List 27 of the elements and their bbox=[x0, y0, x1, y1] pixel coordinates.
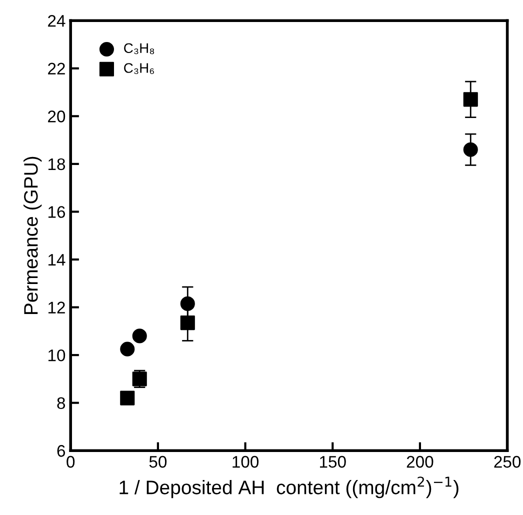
legend-label: C₃H₈ bbox=[124, 43, 154, 54]
y-tick-label: 24 bbox=[48, 15, 66, 27]
y-tick-label: 6 bbox=[57, 445, 66, 457]
x-tick-label: 250 bbox=[494, 456, 521, 468]
y-tick-label: 14 bbox=[48, 254, 66, 266]
point bbox=[180, 316, 195, 330]
point bbox=[463, 92, 478, 107]
x-tick-label: 200 bbox=[406, 456, 434, 468]
point bbox=[132, 328, 147, 344]
legend-label: C₃H₆ bbox=[124, 63, 154, 74]
x-tick-label: 150 bbox=[320, 456, 346, 468]
y-tick-label: 12 bbox=[48, 302, 65, 314]
y-tick-label: 18 bbox=[48, 158, 66, 170]
x-tick-label: 0 bbox=[66, 456, 75, 468]
x-tick-label: 50 bbox=[149, 456, 167, 468]
point bbox=[463, 142, 478, 157]
x-axis-title: 1 / Deposited AH content ((mg/cm$^{2}$)$^{−1}$) bbox=[120, 476, 458, 498]
y-axis-title: Permeance (GPU) bbox=[24, 156, 42, 314]
y-tick-label: 10 bbox=[48, 349, 66, 362]
y-tick-label: 8 bbox=[57, 397, 66, 410]
point bbox=[120, 342, 135, 356]
x-tick-label: 100 bbox=[232, 456, 259, 468]
y-tick-label: 22 bbox=[48, 62, 65, 74]
point bbox=[180, 296, 195, 311]
y-tick-label: 20 bbox=[48, 110, 66, 122]
y-tick-label: 16 bbox=[48, 206, 66, 218]
point bbox=[120, 390, 135, 406]
